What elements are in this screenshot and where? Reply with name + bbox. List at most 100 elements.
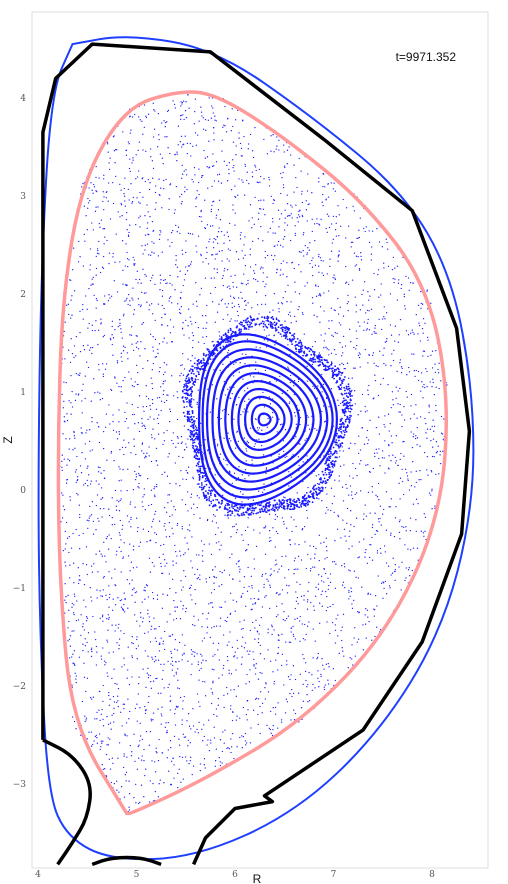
scatter-point [152,518,155,520]
scatter-point [245,460,247,462]
scatter-point [102,768,104,771]
scatter-point [335,353,337,356]
scatter-point [289,401,291,403]
scatter-point [111,334,113,336]
scatter-point [199,465,202,468]
scatter-point [75,675,77,677]
scatter-point [191,432,193,435]
scatter-point [256,181,258,183]
scatter-point [384,551,386,553]
scatter-point [387,565,390,567]
scatter-point [60,521,62,523]
scatter-point [259,732,261,735]
scatter-point [238,132,240,134]
scatter-point [320,580,323,582]
scatter-point [302,502,304,505]
scatter-point [394,462,397,464]
scatter-point [218,250,221,252]
scatter-point [342,650,344,652]
scatter-point [122,345,125,347]
scatter-point [277,571,279,573]
scatter-point [188,725,191,727]
scatter-point [152,598,155,600]
scatter-point [421,327,424,330]
scatter-point [100,553,102,555]
scatter-point [120,599,123,601]
scatter-point [149,404,151,407]
scatter-point [279,424,282,426]
scatter-point [62,494,64,496]
scatter-point [195,417,198,420]
scatter-point [347,385,350,388]
scatter-point [231,646,234,648]
scatter-point [97,343,99,346]
scatter-point [215,253,217,256]
scatter-point [273,321,276,324]
scatter-point [345,428,347,430]
scatter-point [197,181,200,184]
scatter-point [147,360,149,362]
scatter-point [227,511,229,514]
scatter-point [331,502,333,505]
scatter-point [356,344,358,347]
scatter-point [214,765,216,767]
scatter-point [193,441,196,444]
scatter-point [143,104,146,106]
scatter-point [374,455,376,458]
scatter-point [89,515,91,517]
scatter-point [262,280,264,283]
scatter-point [86,308,88,310]
scatter-point [235,695,237,697]
scatter-point [272,232,274,234]
scatter-point [408,567,410,569]
scatter-point [419,445,421,447]
scatter-point [346,281,348,283]
scatter-point [157,146,159,148]
scatter-point [103,208,105,211]
scatter-point [143,796,145,798]
scatter-point [326,231,328,233]
scatter-point [267,323,270,326]
scatter-point [367,491,370,494]
scatter-point [316,218,318,220]
scatter-point [435,441,438,443]
scatter-point [142,177,144,179]
scatter-point [251,463,253,465]
scatter-point [71,390,73,393]
scatter-point [144,457,146,459]
scatter-point [241,120,244,122]
scatter-point [332,188,334,190]
scatter-point [142,668,144,670]
scatter-point [378,498,380,501]
scatter-point [236,310,239,313]
scatter-point [262,272,264,274]
scatter-point [216,398,218,400]
scatter-point [154,532,156,534]
scatter-point [158,738,160,741]
scatter-point [259,516,261,519]
scatter-point [265,335,268,337]
scatter-point [95,307,97,309]
scatter-point [112,429,115,432]
scatter-point [223,664,225,667]
scatter-point [431,425,433,428]
scatter-point [372,467,374,470]
scatter-point [85,215,87,217]
scatter-point [208,603,210,605]
scatter-point [122,556,125,558]
scatter-point [218,585,220,587]
scatter-point [422,532,425,534]
scatter-point [110,388,112,391]
scatter-point [244,308,246,311]
scatter-point [338,214,341,216]
scatter-point [131,385,134,387]
scatter-point [241,656,243,658]
scatter-point [156,677,158,680]
scatter-point [137,745,139,748]
scatter-point [194,588,196,591]
scatter-point [103,174,105,176]
scatter-point [143,292,146,294]
scatter-point [116,291,119,293]
scatter-point [250,427,252,429]
scatter-point [307,424,309,426]
